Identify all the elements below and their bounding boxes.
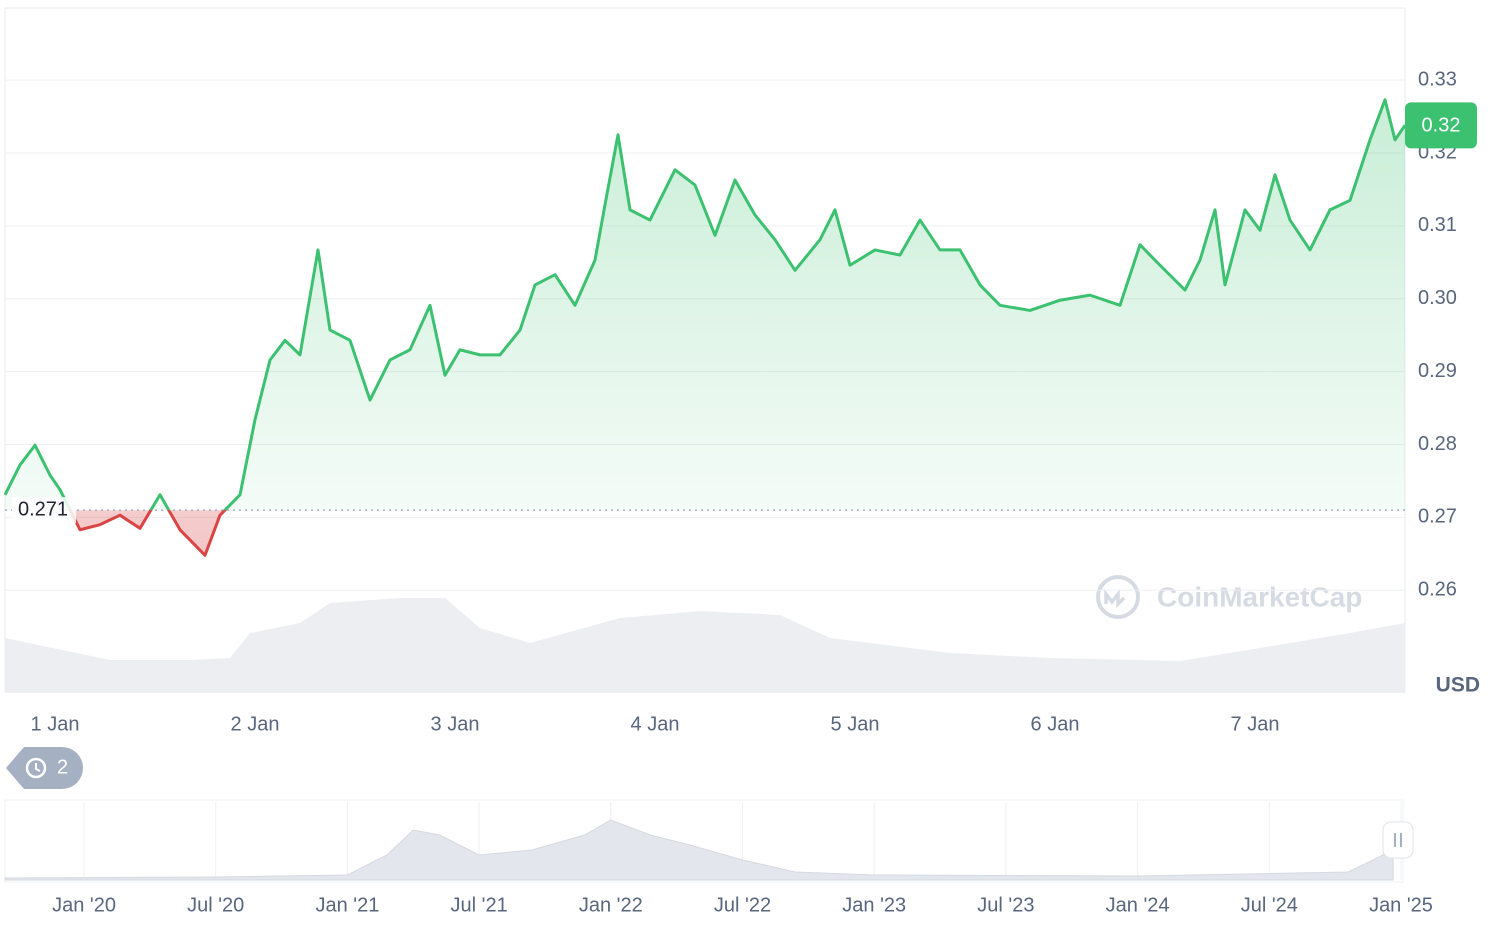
y-tick-label: 0.26: [1418, 579, 1457, 601]
x-tick-label: 2 Jan: [231, 713, 280, 735]
watermark: CoinMarketCap: [1096, 575, 1362, 619]
y-tick-label: 0.27: [1418, 506, 1457, 528]
y-tick-label: 0.30: [1418, 287, 1457, 309]
navigator-area: [4, 819, 1394, 881]
baseline-label-bg: [12, 497, 76, 524]
history-icon: [25, 757, 47, 779]
navigator-tick-label: Jan '21: [315, 894, 379, 916]
x-tick-label: 1 Jan: [31, 713, 80, 735]
navigator-tick-label: Jan '22: [579, 894, 643, 916]
navigator-tick-label: Jan '20: [52, 894, 116, 916]
navigator-handle-grip: [1394, 833, 1402, 847]
price-line-up: [3, 98, 1407, 511]
x-tick-label: 4 Jan: [631, 713, 680, 735]
area-up: [5, 99, 1405, 511]
y-tick-label: 0.33: [1418, 68, 1457, 90]
y-tick-label: 0.28: [1418, 433, 1457, 455]
area-down: [70, 510, 225, 556]
price-badge: [1405, 102, 1477, 149]
navigator-tick-label: Jul '20: [187, 894, 244, 916]
watermark-text: CoinMarketCap: [1157, 581, 1362, 612]
history-count: 2: [57, 756, 68, 778]
volume-area: [5, 598, 1405, 693]
navigator-tick-label: Jul '22: [714, 894, 771, 916]
navigator-tick-label: Jul '23: [977, 894, 1034, 916]
navigator-tick-label: Jul '24: [1241, 894, 1298, 916]
history-icon: [35, 763, 41, 772]
navigator-handle[interactable]: [1382, 821, 1414, 859]
price-badge-label: 0.32: [1422, 115, 1461, 137]
x-tick-label: 5 Jan: [831, 713, 880, 735]
x-tick-label: 6 Jan: [1031, 713, 1080, 735]
y-tick-label: 0.29: [1418, 360, 1457, 382]
history-badge[interactable]: 2: [6, 747, 83, 789]
x-tick-label: 7 Jan: [1231, 713, 1280, 735]
x-tick-label: 3 Jan: [431, 713, 480, 735]
navigator-tick-label: Jan '25: [1369, 894, 1433, 916]
navigator-tick-label: Jul '21: [451, 894, 508, 916]
baseline-label: 0.271: [18, 498, 68, 520]
y-tick-label: 0.31: [1418, 214, 1457, 236]
navigator-tick-label: Jan '23: [842, 894, 906, 916]
currency-label: USD: [1436, 674, 1480, 697]
navigator-tick-label: Jan '24: [1106, 894, 1170, 916]
